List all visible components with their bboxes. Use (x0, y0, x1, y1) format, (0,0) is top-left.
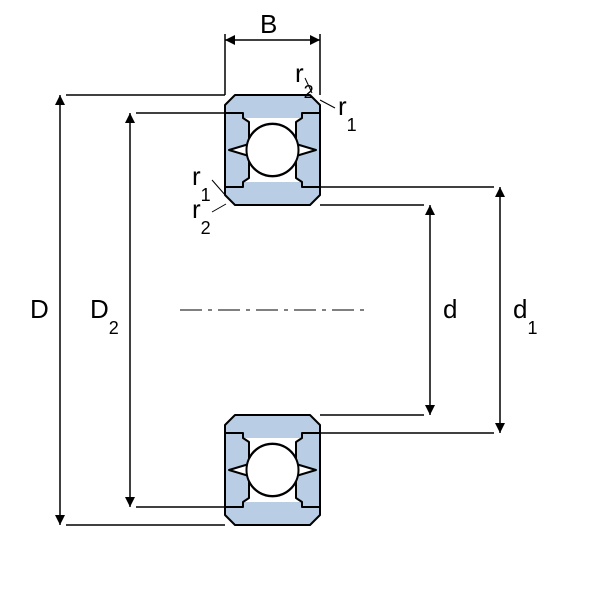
dim-label-D: D (30, 294, 49, 324)
dim-label-D2: D2 (90, 294, 119, 338)
dim-label-d: d (443, 294, 457, 324)
dim-label-r1_outer: r1 (338, 91, 357, 135)
bearing-cross-section-diagram: BDD2dd1r1r2r1r2 (0, 0, 600, 600)
dim-label-B: B (260, 9, 277, 39)
dim-label-d1: d1 (513, 294, 537, 338)
